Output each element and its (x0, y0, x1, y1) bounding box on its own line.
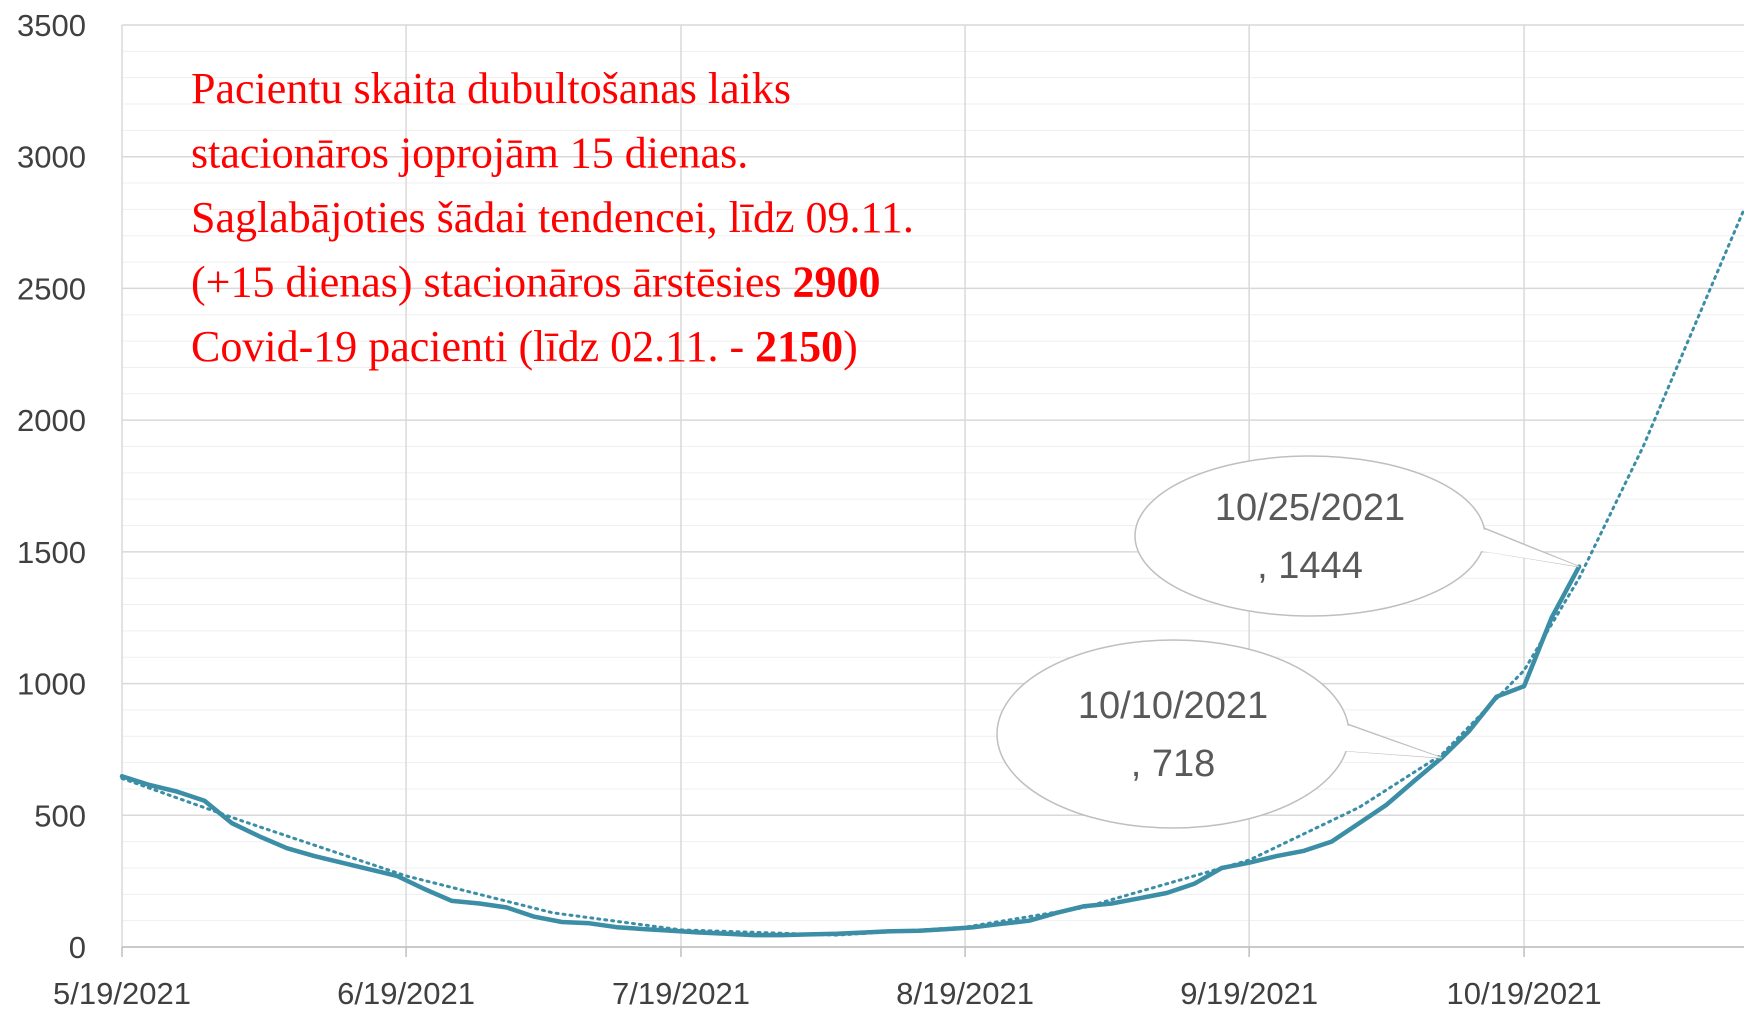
annotation-segment: ) (843, 322, 858, 371)
x-tick-label: 7/19/2021 (612, 976, 750, 1011)
callout-bubble (1134, 455, 1486, 617)
data-line (119, 564, 1582, 938)
y-tick-label: 3000 (17, 140, 86, 175)
callout-label: 10/25/2021 (1215, 487, 1405, 529)
annotation-line: Saglabājoties šādai tendencei, līdz 09.1… (191, 193, 914, 242)
y-tick-label: 0 (69, 930, 86, 965)
y-tick-label: 500 (34, 798, 86, 833)
callout-label: 10/10/2021 (1078, 685, 1268, 727)
annotation-segment: Covid-19 pacienti (līdz 02.11. - (191, 322, 755, 371)
y-tick-label: 2000 (17, 403, 86, 438)
trend-line (120, 207, 1744, 937)
x-tick-label: 5/19/2021 (53, 976, 191, 1011)
callout-bubble (996, 639, 1350, 829)
annotation-segment: (+15 dienas) stacionāros ārstēsies (191, 258, 793, 307)
callout-label: , 718 (1131, 743, 1216, 785)
annotation-line: Covid-19 pacienti (līdz 02.11. - 2150) (191, 322, 858, 371)
y-tick-label: 1500 (17, 535, 86, 570)
callout-label: , 1444 (1257, 545, 1363, 587)
y-tick-label: 1000 (17, 667, 86, 702)
x-tick-label: 8/19/2021 (896, 976, 1034, 1011)
y-tick-label: 3500 (17, 8, 86, 43)
annotation-line: Pacientu skaita dubultošanas laiks (191, 64, 791, 113)
x-tick-label: 6/19/2021 (337, 976, 475, 1011)
x-tick-label: 9/19/2021 (1180, 976, 1318, 1011)
annotation-segment: 2150 (755, 322, 843, 371)
annotation-line: (+15 dienas) stacionāros ārstēsies 2900 (191, 258, 881, 307)
callout-pointer (1474, 526, 1580, 567)
x-tick-label: 10/19/2021 (1446, 976, 1601, 1011)
annotation-segment: Pacientu skaita dubultošanas laiks (191, 64, 791, 113)
callout-pointer (1338, 722, 1442, 758)
annotation-line: stacionāros joprojām 15 dienas. (191, 129, 748, 178)
annotation-segment: 2900 (793, 258, 881, 307)
y-tick-label: 2500 (17, 271, 86, 306)
annotation-segment: Saglabājoties šādai tendencei, līdz 09.1… (191, 193, 914, 242)
annotation-segment: stacionāros joprojām 15 dienas. (191, 129, 748, 178)
